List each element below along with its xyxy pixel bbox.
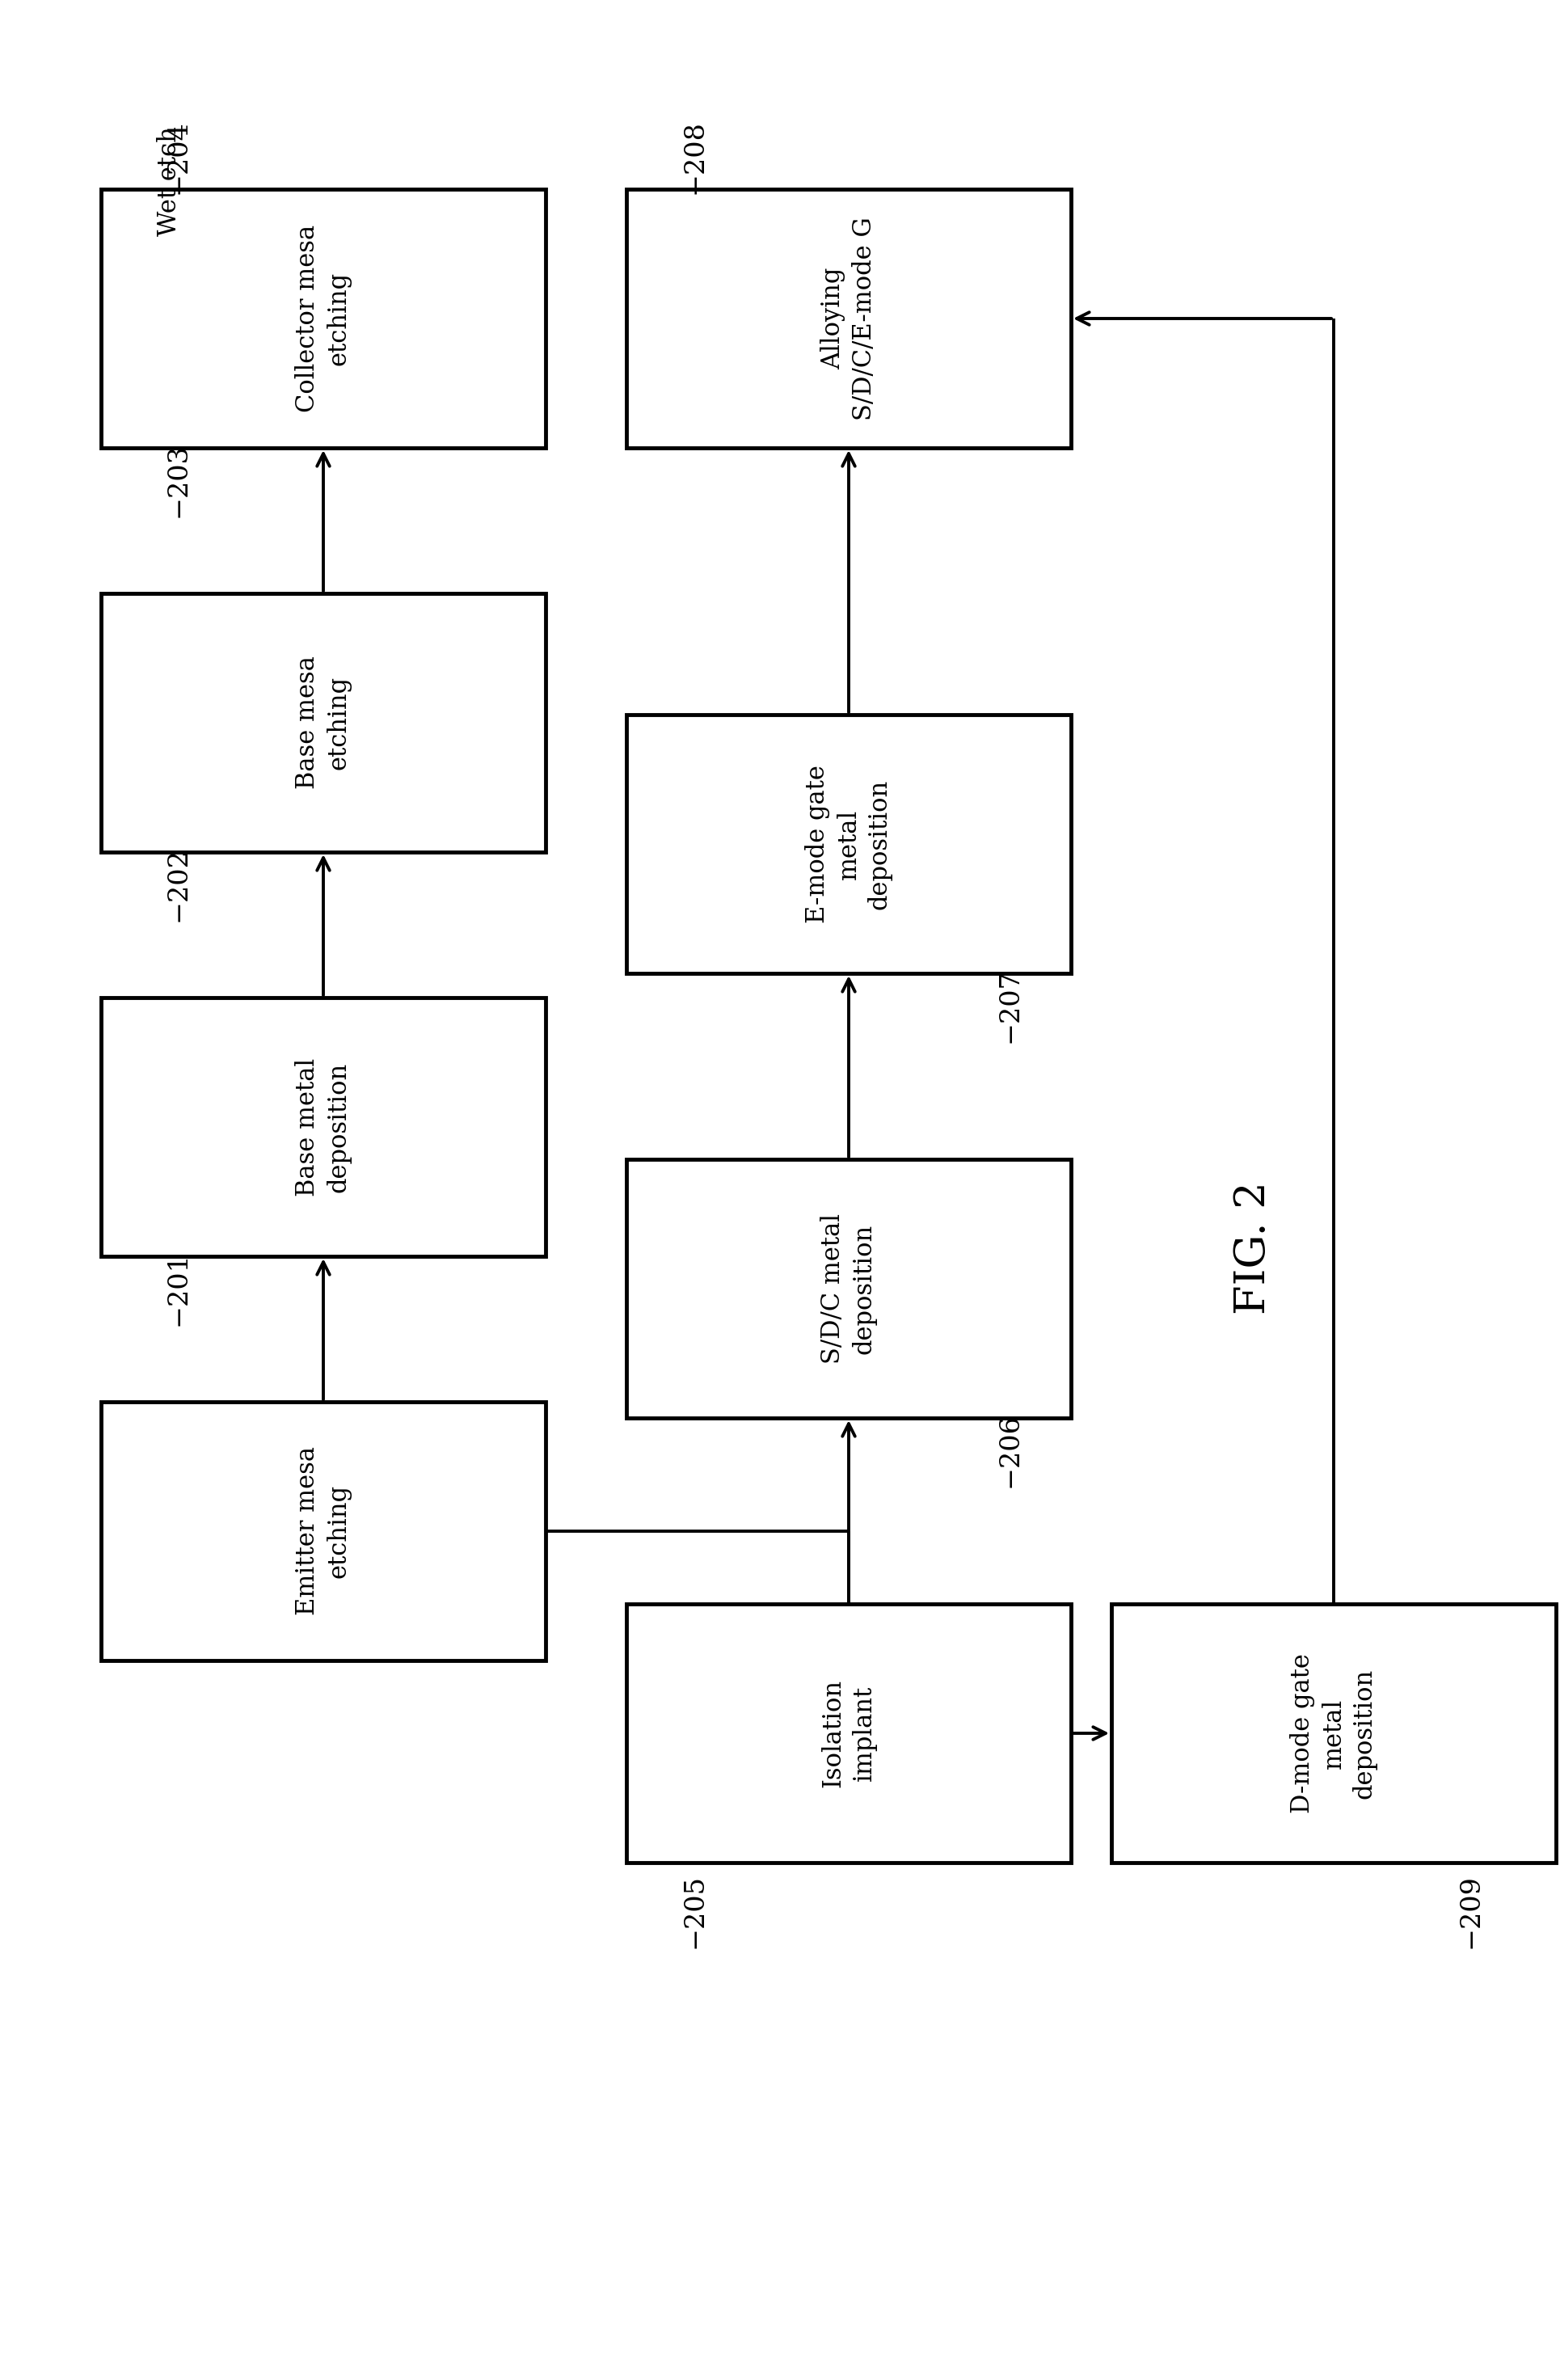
Text: Wet etch: Wet etch [158,126,183,236]
Text: −201: −201 [165,1252,190,1326]
Text: −208: −208 [682,119,708,195]
Text: E-mode gate
metal
deposition: E-mode gate metal deposition [805,764,892,923]
Bar [626,188,1070,447]
Text: −204: −204 [165,119,190,193]
Text: −203: −203 [165,443,190,516]
Text: Emitter mesa
etching: Emitter mesa etching [295,1447,351,1616]
Text: −206: −206 [997,1414,1023,1488]
Bar [101,593,546,852]
Bar [101,997,546,1257]
Text: D-mode gate
metal
deposition: D-mode gate metal deposition [1290,1654,1376,1814]
Text: Isolation
implant: Isolation implant [821,1678,877,1787]
Text: Alloying
S/D/C/E-mode G: Alloying S/D/C/E-mode G [821,217,877,421]
Bar [626,1604,1070,1864]
Text: Collector mesa
etching: Collector mesa etching [295,224,351,412]
Bar [626,1159,1070,1418]
Bar [101,188,546,447]
Text: FIG. 2: FIG. 2 [1231,1180,1273,1314]
Text: Base mesa
etching: Base mesa etching [295,657,351,790]
Text: −202: −202 [165,847,190,921]
Bar [626,714,1070,973]
Text: Base metal
deposition: Base metal deposition [295,1057,351,1197]
Text: −205: −205 [682,1873,708,1949]
Text: −209: −209 [1457,1873,1484,1949]
Bar [1111,1604,1555,1864]
Bar [101,1402,546,1661]
Text: S/D/C metal
deposition: S/D/C metal deposition [821,1214,877,1364]
Text: −207: −207 [997,969,1023,1042]
